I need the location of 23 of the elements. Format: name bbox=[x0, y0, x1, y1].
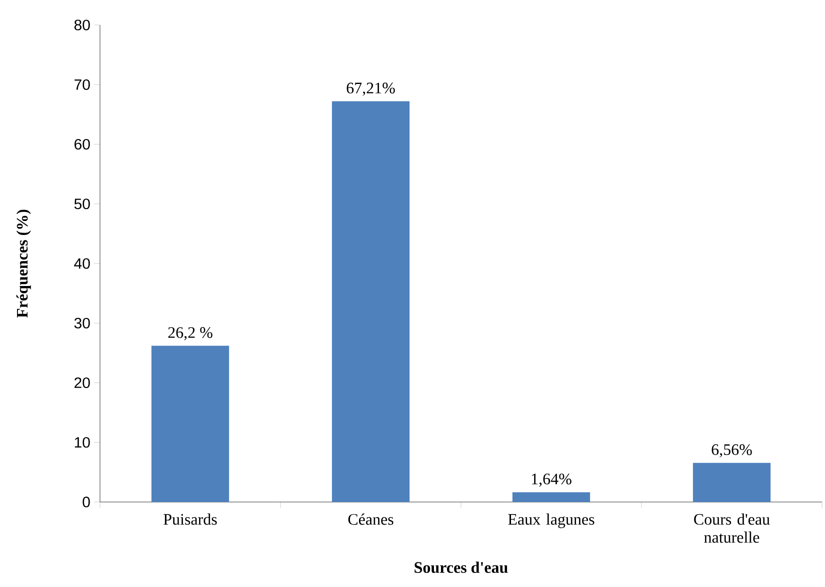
x-tick-label: Cours d'eau naturelle bbox=[694, 514, 770, 543]
y-axis-title: Fréquences (%) bbox=[16, 210, 31, 318]
y-tick-label: 80 bbox=[74, 20, 90, 30]
data-label: 1,64% bbox=[532, 474, 572, 487]
x-axis-title: Sources d'eau bbox=[414, 562, 508, 573]
x-tick-label: Eaux lagunes bbox=[508, 514, 594, 528]
y-tick-label: 60 bbox=[74, 138, 90, 150]
x-tick-label: Céanes bbox=[348, 514, 394, 525]
bar bbox=[692, 462, 771, 502]
data-label: 67,21% bbox=[346, 82, 395, 96]
y-tick-label: 50 bbox=[74, 198, 90, 210]
bar bbox=[332, 101, 410, 502]
bar bbox=[151, 346, 230, 502]
y-tick-label: 20 bbox=[74, 377, 90, 388]
data-label: 6,56% bbox=[712, 444, 752, 458]
y-tick-label: 30 bbox=[74, 318, 90, 328]
y-tick-label: 40 bbox=[74, 258, 90, 269]
data-label: 26,2 % bbox=[168, 327, 212, 340]
x-tick-label: Puisards bbox=[164, 514, 217, 525]
bar bbox=[512, 492, 590, 502]
y-tick-label: 70 bbox=[74, 79, 90, 90]
y-tick-label: 0 bbox=[82, 496, 90, 508]
y-tick-label: 10 bbox=[74, 437, 90, 448]
